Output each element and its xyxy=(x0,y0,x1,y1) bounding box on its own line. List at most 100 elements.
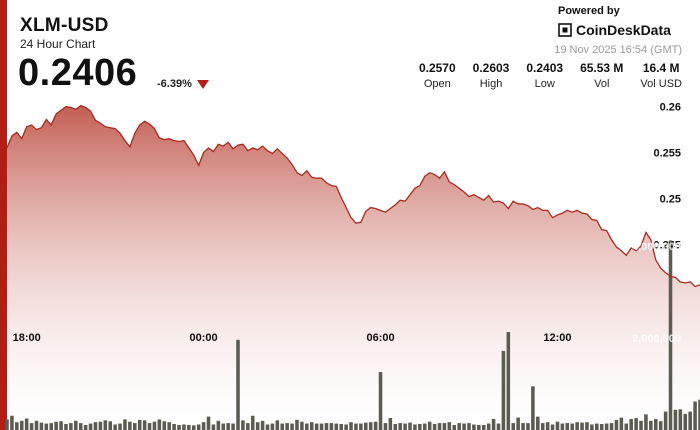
volume-bar xyxy=(295,419,299,430)
volume-bar xyxy=(585,422,589,430)
volume-bar xyxy=(280,423,284,430)
volume-bar xyxy=(565,423,570,430)
stat-value: 0.2603 xyxy=(472,61,510,75)
stat-label: Vol xyxy=(594,78,610,90)
volume-bar xyxy=(88,423,93,430)
stat-label: Open xyxy=(423,78,451,90)
volume-bar xyxy=(270,423,275,430)
stat-value: 0.2570 xyxy=(418,61,456,75)
volume-bar xyxy=(206,416,211,430)
stat-label: High xyxy=(479,78,503,90)
volume-bar xyxy=(29,423,34,430)
brand-name: CoinDeskData xyxy=(576,22,671,38)
volume-bar xyxy=(472,424,476,430)
volume-bar xyxy=(319,423,324,430)
volume-bar xyxy=(275,420,280,430)
volume-bar xyxy=(334,423,339,430)
volume-bar xyxy=(496,423,501,430)
chart-subtitle: 24 Hour Chart xyxy=(20,37,96,51)
volume-bar xyxy=(162,421,167,430)
volume-bar xyxy=(663,411,668,430)
volume-bar xyxy=(599,424,604,430)
stat-vol: 65.53 M Vol xyxy=(580,61,623,90)
y-tick-label: 0.26 xyxy=(660,102,681,114)
volume-bar xyxy=(501,350,506,430)
volume-bar xyxy=(462,423,466,430)
volume-bar xyxy=(408,422,412,430)
stat-open: 0.2570 Open xyxy=(419,61,456,90)
timestamp: 19 Nov 2025 16:54 (GMT) xyxy=(554,44,682,56)
volume-bar xyxy=(74,420,78,430)
volume-bars xyxy=(5,240,700,430)
volume-bar xyxy=(673,409,678,430)
volume-bar xyxy=(300,421,304,430)
volume-bar xyxy=(378,372,383,430)
volume-bar xyxy=(526,423,530,430)
volume-bar xyxy=(157,419,162,430)
volume-bar xyxy=(614,419,619,430)
volume-bar xyxy=(481,424,486,430)
volume-bar xyxy=(590,424,594,430)
volume-bar xyxy=(609,423,614,430)
volume-bar xyxy=(595,423,599,430)
volume-bar xyxy=(403,423,407,430)
volume-bar xyxy=(531,386,535,430)
volume-bar xyxy=(182,424,186,430)
volume-bar xyxy=(373,421,378,430)
stat-value: 16.4 M xyxy=(642,61,680,75)
volume-bar xyxy=(39,422,44,430)
volume-bar xyxy=(678,409,683,430)
chart-title: XLM-USD xyxy=(20,15,109,36)
volume-bar xyxy=(64,424,68,430)
volume-bar xyxy=(118,423,122,430)
down-arrow-icon xyxy=(197,80,209,89)
volume-bar xyxy=(255,422,260,430)
volume-bar xyxy=(187,424,191,430)
volume-bar xyxy=(511,423,515,430)
volume-bar xyxy=(93,422,98,430)
volume-bar xyxy=(393,424,398,430)
stats-row: 0.2570 Open 0.2603 High 0.2403 Low 65.53… xyxy=(402,61,682,90)
volume-bar xyxy=(152,421,157,430)
volume-bar xyxy=(147,423,152,430)
volume-bar xyxy=(133,423,137,430)
volume-bar xyxy=(398,423,402,430)
volume-bar xyxy=(668,240,673,430)
volume-bar xyxy=(265,424,270,430)
volume-bar xyxy=(619,417,624,430)
volume-bar xyxy=(457,423,461,430)
volume-bar xyxy=(54,421,58,430)
price-line xyxy=(6,104,700,288)
x-tick-label: 00:00 xyxy=(190,332,218,344)
y-tick-label: 0.255 xyxy=(653,148,681,160)
volume-bar xyxy=(491,418,496,430)
volume-bar xyxy=(354,423,358,430)
volume-bar xyxy=(260,420,265,430)
volume-bar xyxy=(285,423,289,430)
x-tick-label: 06:00 xyxy=(366,332,394,344)
volume-bar xyxy=(324,423,329,430)
volume-bar xyxy=(570,423,574,430)
volume-bar xyxy=(196,424,201,430)
volume-bar xyxy=(447,422,452,430)
volume-bar xyxy=(216,420,221,430)
stat-high: 0.2603 High xyxy=(473,61,510,90)
volume-bar xyxy=(545,422,550,430)
stat-low: 0.2403 Low xyxy=(526,61,563,90)
powered-by-label: Powered by xyxy=(558,5,620,17)
volume-bar xyxy=(516,417,520,430)
brand-logo[interactable]: CoinDeskData xyxy=(558,22,671,38)
volume-bar xyxy=(383,423,388,430)
volume-bar xyxy=(177,424,181,430)
volume-bar xyxy=(477,424,481,430)
volume-tick-label: 4,000,000 xyxy=(632,241,681,253)
volume-bar xyxy=(15,422,19,430)
volume-bar xyxy=(339,424,343,430)
volume-bar xyxy=(314,423,319,430)
volume-bar xyxy=(167,422,171,430)
price-area xyxy=(7,105,700,430)
volume-bar xyxy=(442,423,447,430)
volume-bar xyxy=(359,423,363,430)
volume-bar xyxy=(211,424,216,430)
